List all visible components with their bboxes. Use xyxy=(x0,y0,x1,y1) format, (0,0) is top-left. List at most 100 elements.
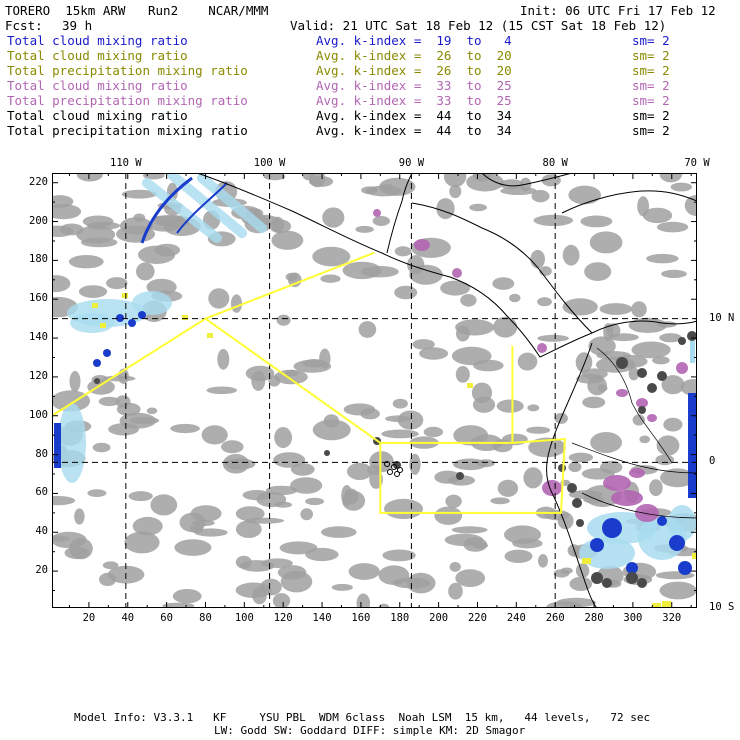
border-line xyxy=(581,492,697,519)
dark-cell xyxy=(678,337,686,345)
cloud-patch xyxy=(533,214,574,226)
cloud-patch xyxy=(656,221,689,233)
cloud-patch xyxy=(576,374,604,384)
legend-smoothing: sm= 2 xyxy=(632,48,670,63)
yellow-cell xyxy=(182,315,188,320)
grid-x-label: 80 xyxy=(199,612,212,624)
cloud-patch xyxy=(276,314,291,326)
legend-kindex: Avg. k-index = 26 to 20 xyxy=(316,63,512,78)
purple-cell xyxy=(542,480,562,496)
valid-time: Valid: 21 UTC Sat 18 Feb 12 (15 CST Sat … xyxy=(290,18,667,33)
cloud-patch xyxy=(394,246,412,257)
cloud-patch xyxy=(599,303,633,315)
cloud-patch xyxy=(584,262,612,281)
cloud-patch xyxy=(143,173,165,180)
cloud-patch xyxy=(590,432,622,453)
coastline-yucatan xyxy=(481,173,573,187)
cloud-patch xyxy=(656,435,680,456)
longitude-label: 70 W xyxy=(684,157,710,169)
grid-y-label: 220 xyxy=(29,175,48,188)
grid-x-label: 220 xyxy=(467,612,487,624)
cloud-patch xyxy=(52,535,70,542)
yellow-cell xyxy=(662,601,671,607)
longitude-label: 80 W xyxy=(542,157,568,169)
grid-y-label: 160 xyxy=(29,292,48,305)
cloud-patch xyxy=(305,497,325,506)
cloud-patch xyxy=(569,576,593,591)
cloud-patch xyxy=(397,410,424,430)
cloud-patch xyxy=(382,549,416,562)
cloud-patch xyxy=(82,215,114,228)
blue-cell xyxy=(590,538,604,552)
purple-cell xyxy=(373,209,381,217)
cloud-patch xyxy=(556,597,596,608)
cloud-patch xyxy=(172,589,202,604)
cloud-patch xyxy=(64,546,90,560)
blue-cell xyxy=(116,314,124,322)
cloud-patch xyxy=(493,316,518,338)
blue-cell xyxy=(93,359,101,367)
cloud-patch xyxy=(646,253,679,264)
grid-y-label: 100 xyxy=(29,408,48,421)
legend-field: Total cloud mixing ratio xyxy=(7,33,188,48)
cloud-patch xyxy=(174,539,212,556)
cloud-patch xyxy=(133,213,146,222)
cloud-patch xyxy=(69,370,81,392)
cloud-patch xyxy=(263,173,286,181)
grid-x-label: 180 xyxy=(390,612,410,624)
cloud-patch xyxy=(372,216,390,226)
grid-x-label: 140 xyxy=(312,612,332,624)
cloud-patch xyxy=(360,266,399,278)
grid-x-label: 300 xyxy=(623,612,643,624)
purple-cell xyxy=(537,343,547,353)
cloud-patch xyxy=(80,237,118,248)
cloud-patch xyxy=(76,173,103,182)
cloud-patch xyxy=(74,508,85,525)
yellow-cell xyxy=(467,383,473,388)
cloud-patch xyxy=(190,505,222,522)
coastline-south-america xyxy=(546,342,598,608)
cloud-patch xyxy=(575,563,590,578)
latitude-label: 10 N xyxy=(709,311,735,324)
cloud-patch xyxy=(530,249,545,269)
cloud-patch xyxy=(537,297,552,307)
cloud-patch xyxy=(531,189,550,203)
cloud-patch xyxy=(451,526,488,534)
cloud-patch xyxy=(284,369,299,377)
cloud-patch xyxy=(206,386,238,395)
cloud-patch xyxy=(659,173,683,183)
cloud-patch xyxy=(285,272,298,281)
cloud-patch xyxy=(358,321,377,338)
border-line xyxy=(571,442,697,474)
galapagos-island xyxy=(384,461,390,467)
cloud-patch xyxy=(308,176,334,187)
yellow-cell xyxy=(207,333,213,338)
cloud-patch xyxy=(471,382,493,404)
cloud-patch xyxy=(663,417,683,432)
dark-cell xyxy=(94,378,100,384)
cloud-patch xyxy=(538,554,548,568)
legend-smoothing: sm= 2 xyxy=(632,93,670,108)
grid-y-label: 120 xyxy=(29,369,48,382)
yellow-cell xyxy=(582,558,591,564)
cloud-patch xyxy=(235,520,262,538)
cloud-patch xyxy=(170,423,200,434)
cloud-patch xyxy=(274,427,292,448)
cloud-patch xyxy=(660,468,695,488)
dark-cell xyxy=(591,572,603,584)
cloud-patch xyxy=(460,294,477,307)
cloud-patch xyxy=(455,366,470,383)
blue-cell xyxy=(626,562,638,574)
cloud-patch xyxy=(265,485,298,496)
cloud-patch xyxy=(463,537,488,552)
cloud-patch xyxy=(190,524,204,534)
grid-x-label: 200 xyxy=(429,612,449,624)
grid-x-label: 100 xyxy=(234,612,254,624)
coastline-caribbean xyxy=(411,202,593,334)
cloud-patch xyxy=(121,189,157,199)
cloud-patch xyxy=(300,508,313,521)
legend-smoothing: sm= 2 xyxy=(632,123,670,138)
dark-cell xyxy=(558,464,566,472)
cloud-patch xyxy=(102,561,119,570)
cloud-patch xyxy=(409,453,421,475)
